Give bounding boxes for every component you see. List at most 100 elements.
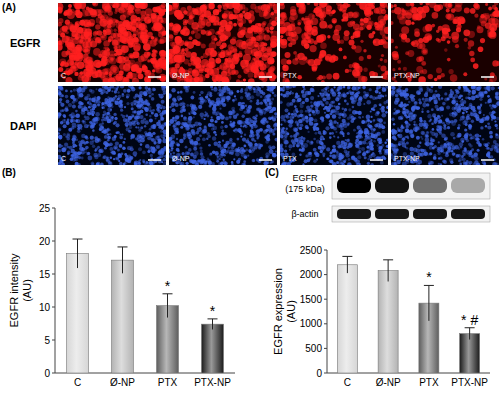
texture-dot	[144, 93, 148, 97]
texture-dot	[109, 133, 111, 135]
texture-dot	[397, 60, 401, 64]
texture-dot	[124, 153, 127, 156]
texture-dot	[103, 10, 107, 14]
texture-dot	[115, 89, 118, 92]
texture-dot	[109, 142, 113, 146]
texture-dot	[115, 7, 120, 12]
texture-dot	[127, 89, 130, 92]
texture-dot	[213, 79, 216, 82]
texture-dot	[63, 133, 66, 136]
texture-dot	[126, 102, 129, 105]
texture-dot	[68, 4, 72, 8]
texture-dot	[164, 122, 166, 126]
texture-dot	[96, 88, 98, 90]
texture-dot	[96, 162, 100, 165]
texture-dot	[70, 25, 77, 32]
image-label: PTX-NP	[394, 72, 420, 79]
texture-dot	[160, 117, 164, 121]
texture-dot	[411, 41, 415, 45]
texture-dot	[185, 48, 189, 52]
texture-dot	[89, 121, 92, 124]
texture-dot	[312, 66, 317, 71]
texture-dot	[208, 31, 212, 35]
texture-dot	[304, 32, 309, 37]
texture-dot	[280, 35, 283, 38]
texture-dot	[97, 103, 100, 106]
texture-dot	[114, 135, 117, 138]
texture-dot	[120, 104, 122, 106]
texture-dot	[391, 4, 394, 8]
texture-dot	[234, 55, 237, 58]
row-label: EGFR	[10, 37, 41, 49]
texture-dot	[87, 152, 90, 155]
texture-dot	[77, 53, 83, 59]
texture-dot	[489, 75, 497, 83]
texture-dot	[92, 3, 98, 7]
texture-dot	[90, 136, 94, 140]
texture-dot	[69, 61, 74, 66]
texture-dot	[437, 75, 442, 80]
texture-dot	[217, 4, 222, 9]
texture-dot	[139, 36, 146, 43]
texture-dot	[117, 91, 119, 93]
texture-dot	[115, 73, 123, 81]
texture-dot	[349, 11, 354, 16]
texture-dot	[66, 68, 71, 73]
texture-dot	[115, 95, 117, 97]
texture-dot	[228, 67, 236, 75]
texture-dot	[332, 18, 337, 23]
texture-dot	[125, 122, 129, 126]
texture-dot	[172, 4, 178, 10]
texture-dot	[340, 40, 344, 44]
texture-dot	[292, 58, 299, 65]
texture-dot	[70, 90, 72, 92]
texture-dot	[108, 100, 111, 103]
texture-dot	[67, 119, 70, 122]
texture-dot	[66, 77, 73, 82]
texture-dot	[109, 147, 113, 151]
texture-dot	[319, 12, 326, 19]
texture-dot	[353, 11, 359, 17]
texture-dot	[229, 21, 233, 25]
texture-dot	[247, 27, 253, 33]
texture-dot	[106, 28, 113, 35]
texture-dot	[62, 114, 65, 117]
texture-dot	[61, 163, 65, 165]
texture-dot	[372, 31, 375, 34]
texture-dot	[189, 14, 194, 19]
texture-dot	[147, 59, 150, 62]
texture-dot	[59, 144, 61, 146]
texture-dot	[406, 3, 411, 6]
texture-dot	[201, 44, 206, 49]
texture-dot	[138, 73, 144, 79]
texture-dot	[225, 25, 232, 32]
texture-dot	[115, 123, 119, 127]
texture-dot	[145, 42, 149, 46]
texture-dot	[470, 58, 475, 63]
texture-dot	[113, 145, 118, 150]
texture-dot	[398, 67, 401, 70]
texture-dot	[434, 78, 438, 82]
texture-dot	[74, 126, 76, 128]
texture-dot	[85, 76, 91, 82]
texture-dot	[359, 56, 364, 61]
texture-dot	[124, 32, 128, 36]
texture-dot	[158, 39, 163, 44]
texture-dot	[280, 4, 285, 10]
texture-dot	[447, 40, 451, 44]
texture-dot	[411, 22, 414, 25]
texture-dot	[139, 86, 142, 89]
texture-dot	[58, 135, 63, 140]
texture-dot	[92, 114, 94, 116]
texture-dot	[144, 70, 151, 77]
texture-dot	[384, 59, 388, 63]
texture-dot	[128, 53, 134, 59]
texture-dot	[311, 29, 318, 36]
texture-dot	[89, 103, 92, 106]
texture-dot	[494, 3, 498, 6]
texture-dot	[62, 162, 65, 165]
texture-dot	[356, 66, 363, 73]
micrograph	[391, 3, 499, 82]
texture-dot	[369, 71, 375, 77]
texture-dot	[61, 148, 66, 153]
